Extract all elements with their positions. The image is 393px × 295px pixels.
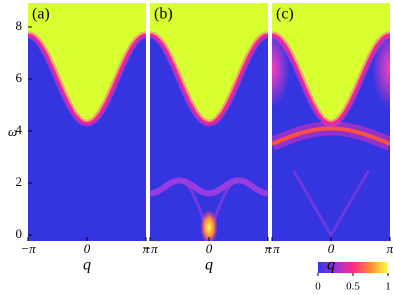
- y-tick-label: 2: [16, 174, 23, 189]
- continuum: [272, 3, 390, 124]
- x-tick-label: π: [265, 241, 272, 256]
- x-tick-label: −π: [264, 241, 280, 256]
- panel: [272, 3, 390, 241]
- y-tick-label: 0: [16, 226, 23, 241]
- edge: [150, 33, 268, 125]
- spectral-blob: [372, 28, 390, 109]
- edge: [272, 33, 390, 125]
- colorbar-tick-label: 0.5: [346, 281, 360, 293]
- x-tick-label: −π: [142, 241, 158, 256]
- x-tick-label: 0: [328, 241, 335, 256]
- y-tick-label: 8: [16, 18, 23, 33]
- colorbar-tick-label: 0: [315, 281, 321, 293]
- x-axis-label: q: [83, 257, 91, 274]
- edge: [28, 33, 146, 125]
- y-tick-label: 6: [16, 70, 23, 85]
- y-axis-label: ω: [8, 124, 17, 139]
- continuum: [150, 3, 268, 124]
- spectral-band: [292, 169, 370, 238]
- spectral-blob: [272, 28, 290, 109]
- spectral-band: [150, 177, 268, 197]
- panel-label: (a): [32, 6, 50, 23]
- y-tick-label: 4: [16, 122, 23, 137]
- x-tick-label: π: [143, 241, 150, 256]
- x-tick-label: π: [387, 241, 393, 256]
- x-axis-label: q: [327, 257, 335, 274]
- spectral-band: [272, 126, 390, 146]
- panel-label: (b): [154, 6, 173, 23]
- x-tick-label: 0: [206, 241, 213, 256]
- x-tick-label: 0: [84, 241, 91, 256]
- panel: [150, 3, 268, 241]
- colorbar-tick-label: 1: [385, 281, 391, 293]
- spectral-spot: [200, 209, 218, 241]
- panel-label: (c): [276, 6, 294, 23]
- x-tick-label: −π: [20, 241, 36, 256]
- continuum: [28, 3, 146, 124]
- colorbar: [318, 262, 388, 273]
- x-axis-label: q: [205, 257, 213, 274]
- panel: [28, 3, 146, 241]
